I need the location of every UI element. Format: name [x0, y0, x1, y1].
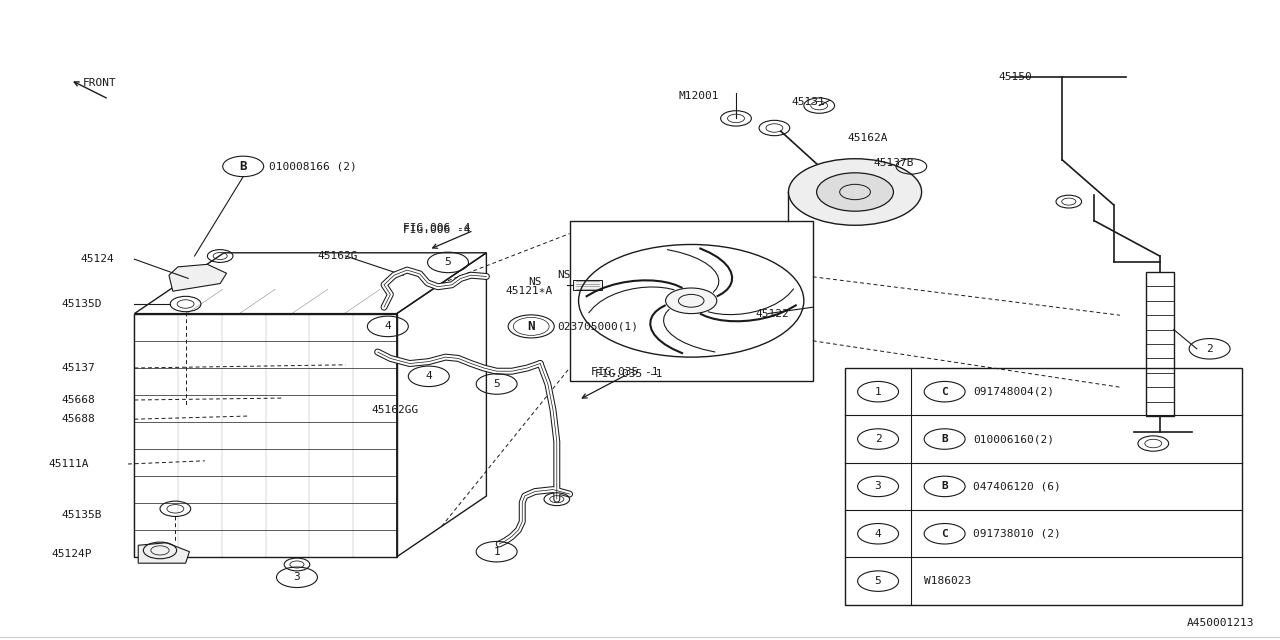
- Text: 45122: 45122: [755, 308, 788, 319]
- Circle shape: [788, 159, 922, 225]
- Text: 023705000(1): 023705000(1): [557, 321, 637, 332]
- Text: 5: 5: [874, 576, 882, 586]
- Text: 2: 2: [1206, 344, 1213, 354]
- Text: FRONT: FRONT: [83, 78, 116, 88]
- Text: 3: 3: [874, 481, 882, 492]
- Polygon shape: [169, 264, 227, 291]
- Text: 45135D: 45135D: [61, 299, 102, 309]
- Text: W186023: W186023: [924, 576, 972, 586]
- Text: 45162GG: 45162GG: [371, 404, 419, 415]
- Text: 45137B: 45137B: [873, 158, 914, 168]
- Bar: [845, 368, 1242, 605]
- Text: A450001213: A450001213: [1187, 618, 1254, 628]
- Text: 45668: 45668: [61, 395, 95, 405]
- Text: 010008166 (2): 010008166 (2): [269, 161, 357, 172]
- Circle shape: [666, 288, 717, 314]
- Text: N: N: [527, 320, 535, 333]
- Text: 091738010 (2): 091738010 (2): [973, 529, 1061, 539]
- Text: 45121∗A: 45121∗A: [506, 286, 553, 296]
- Text: NS: NS: [557, 270, 571, 280]
- Text: 1: 1: [874, 387, 882, 397]
- Text: 3: 3: [293, 572, 301, 582]
- Text: 45688: 45688: [61, 414, 95, 424]
- Circle shape: [817, 173, 893, 211]
- Text: FIG.035 -1: FIG.035 -1: [591, 367, 659, 378]
- Text: 5: 5: [444, 257, 452, 268]
- Text: B: B: [239, 160, 247, 173]
- Text: 45135B: 45135B: [61, 510, 102, 520]
- Text: FIG.035 -1: FIG.035 -1: [595, 369, 663, 380]
- Text: M12001: M12001: [678, 91, 719, 101]
- Text: FIG.006 -4: FIG.006 -4: [403, 225, 471, 236]
- Text: 2: 2: [874, 434, 882, 444]
- Text: B: B: [941, 481, 948, 492]
- Text: 1: 1: [493, 547, 500, 557]
- Text: 4: 4: [425, 371, 433, 381]
- Text: 091748004(2): 091748004(2): [973, 387, 1053, 397]
- Text: 45131: 45131: [791, 97, 824, 108]
- Text: 45137: 45137: [61, 363, 95, 373]
- Polygon shape: [573, 280, 602, 290]
- Text: B: B: [941, 434, 948, 444]
- Text: 45124: 45124: [81, 254, 114, 264]
- Text: 047406120 (6): 047406120 (6): [973, 481, 1061, 492]
- Text: 45111A: 45111A: [49, 459, 90, 469]
- Text: 5: 5: [493, 379, 500, 389]
- Text: C: C: [941, 529, 948, 539]
- Text: 45150: 45150: [998, 72, 1032, 82]
- Text: 45124P: 45124P: [51, 548, 92, 559]
- Text: FIG.006 -4: FIG.006 -4: [403, 223, 471, 234]
- Text: 45162G: 45162G: [317, 251, 358, 261]
- Text: 4: 4: [384, 321, 392, 332]
- Text: 4: 4: [874, 529, 882, 539]
- Polygon shape: [138, 543, 189, 563]
- Text: 45162A: 45162A: [847, 132, 888, 143]
- Text: C: C: [941, 387, 948, 397]
- Text: 010006160(2): 010006160(2): [973, 434, 1053, 444]
- Text: NS: NS: [527, 276, 541, 287]
